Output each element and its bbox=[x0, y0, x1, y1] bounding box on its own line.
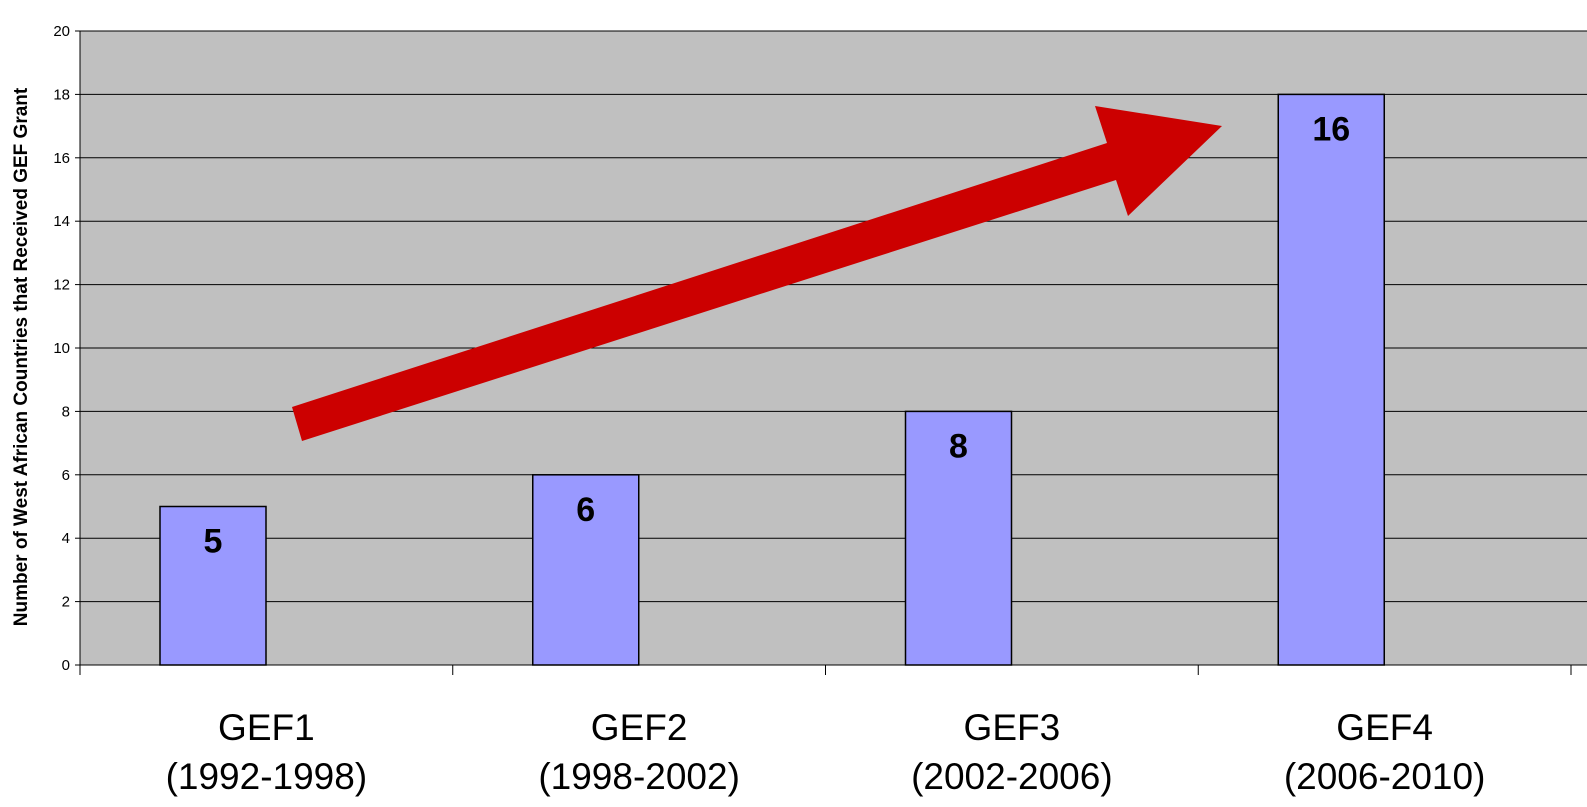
x-axis bbox=[79, 664, 1587, 675]
y-tick-label: 16 bbox=[53, 150, 70, 167]
bar bbox=[532, 474, 640, 666]
data-label: 16 bbox=[1312, 110, 1350, 148]
bar bbox=[159, 505, 267, 666]
data-labels: 5 6 8 16 bbox=[204, 110, 1351, 560]
category-label-period: (2002-2006) bbox=[911, 756, 1113, 797]
y-tick-label: 4 bbox=[62, 530, 70, 547]
data-label: 6 bbox=[576, 491, 595, 529]
bar bbox=[904, 410, 1013, 666]
bar bbox=[1277, 93, 1385, 666]
y-tick-label: 14 bbox=[53, 213, 70, 230]
category-label-period: (2006-2010) bbox=[1284, 756, 1486, 797]
y-tick-label: 2 bbox=[62, 594, 70, 611]
y-tick-label: 8 bbox=[62, 403, 70, 420]
category-label-period: (1992-1998) bbox=[166, 756, 368, 797]
y-tick-label: 0 bbox=[62, 657, 70, 674]
bars bbox=[159, 93, 1385, 666]
trend-arrow bbox=[292, 106, 1222, 441]
y-tick-label: 6 bbox=[62, 467, 70, 484]
data-label: 5 bbox=[204, 523, 223, 561]
y-axis-title: Number of West African Countries that Re… bbox=[11, 87, 32, 626]
y-axis: 0 2 4 6 8 10 12 14 16 18 20 bbox=[53, 23, 81, 674]
y-tick-label: 20 bbox=[53, 23, 70, 40]
data-label: 8 bbox=[949, 427, 968, 465]
category-label-period: (1998-2002) bbox=[538, 756, 740, 797]
category-label-name: GEF3 bbox=[964, 707, 1061, 748]
category-label-name: GEF2 bbox=[591, 707, 688, 748]
category-labels: GEF1 (1992-1998) GEF2 (1998-2002) GEF3 (2002-… bbox=[166, 707, 1486, 797]
y-tick-label: 18 bbox=[53, 86, 70, 103]
y-tick-label: 10 bbox=[53, 340, 70, 357]
y-tick-label: 12 bbox=[53, 277, 70, 294]
category-label-name: GEF1 bbox=[218, 707, 315, 748]
category-label-name: GEF4 bbox=[1336, 707, 1433, 748]
